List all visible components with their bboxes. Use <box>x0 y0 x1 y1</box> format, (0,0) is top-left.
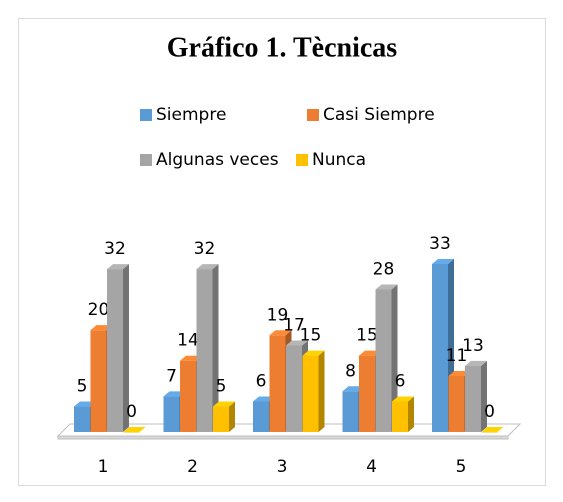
legend-label: Nunca <box>312 150 366 170</box>
data-label: 28 <box>373 259 395 279</box>
bar <box>180 360 196 432</box>
x-tick-label: 5 <box>456 457 467 477</box>
x-tick-label: 4 <box>366 457 377 477</box>
bar <box>359 355 375 432</box>
legend-swatch <box>140 154 152 166</box>
bar <box>432 264 448 432</box>
bar-side <box>229 401 235 432</box>
data-label: 0 <box>484 402 495 422</box>
bar-side <box>391 284 398 432</box>
data-label: 6 <box>395 371 406 391</box>
legend-swatch <box>296 154 308 166</box>
bar-side <box>318 350 325 432</box>
bar <box>163 396 180 432</box>
data-label: 14 <box>177 331 199 351</box>
bar-side <box>212 264 219 432</box>
bar <box>286 345 302 432</box>
data-label: 32 <box>194 239 216 259</box>
data-label: 5 <box>216 377 227 397</box>
bar-side <box>408 396 414 432</box>
bar-top <box>465 360 487 366</box>
data-label: 5 <box>77 377 88 397</box>
legend-swatch <box>307 109 319 121</box>
x-tick-label: 2 <box>187 457 198 477</box>
bar <box>196 269 213 432</box>
chart-title: Gráfico 1. Tècnicas <box>167 32 398 63</box>
data-label: 6 <box>256 371 267 391</box>
bar-top <box>375 284 398 290</box>
bar <box>107 269 123 432</box>
bar <box>90 330 107 432</box>
bar-top <box>269 330 292 336</box>
bar <box>123 432 140 433</box>
legend-label: Casi Siempre <box>323 105 435 125</box>
data-label: 15 <box>300 326 322 346</box>
data-label: 17 <box>283 315 305 335</box>
bar <box>213 406 229 432</box>
data-label: 11 <box>446 346 468 366</box>
data-label: 19 <box>267 305 289 325</box>
legend-label: Siempre <box>156 105 226 125</box>
bar-top <box>286 340 308 346</box>
data-label: 20 <box>88 300 110 320</box>
bar <box>448 376 465 432</box>
bar-top <box>213 401 235 407</box>
bar-top <box>123 427 146 432</box>
bar-top <box>302 350 325 356</box>
x-tick-label: 3 <box>277 457 288 477</box>
bar <box>269 335 286 432</box>
bar-top <box>481 427 504 432</box>
data-label: 15 <box>356 326 378 346</box>
data-label: 0 <box>126 402 137 422</box>
bar-top <box>196 264 219 270</box>
legend-swatch <box>140 109 152 121</box>
x-tick-label: 1 <box>98 457 109 477</box>
data-label: 32 <box>104 239 126 259</box>
data-label: 33 <box>429 234 451 254</box>
bar <box>74 406 90 432</box>
bar-top <box>392 396 414 402</box>
bar <box>375 289 392 432</box>
bar <box>253 401 269 432</box>
bar <box>465 365 481 432</box>
bar-side <box>123 264 129 432</box>
legend-label: Algunas veces <box>156 150 279 170</box>
data-label: 8 <box>345 361 356 381</box>
bar-top <box>432 259 454 264</box>
bar <box>481 432 498 433</box>
floor-edge <box>57 435 509 440</box>
bar-top <box>107 264 129 270</box>
bar <box>342 391 359 432</box>
data-label: 7 <box>166 366 177 386</box>
bar-side <box>481 360 487 432</box>
data-label: 13 <box>462 336 484 356</box>
bar <box>302 355 319 432</box>
bar <box>392 401 408 432</box>
